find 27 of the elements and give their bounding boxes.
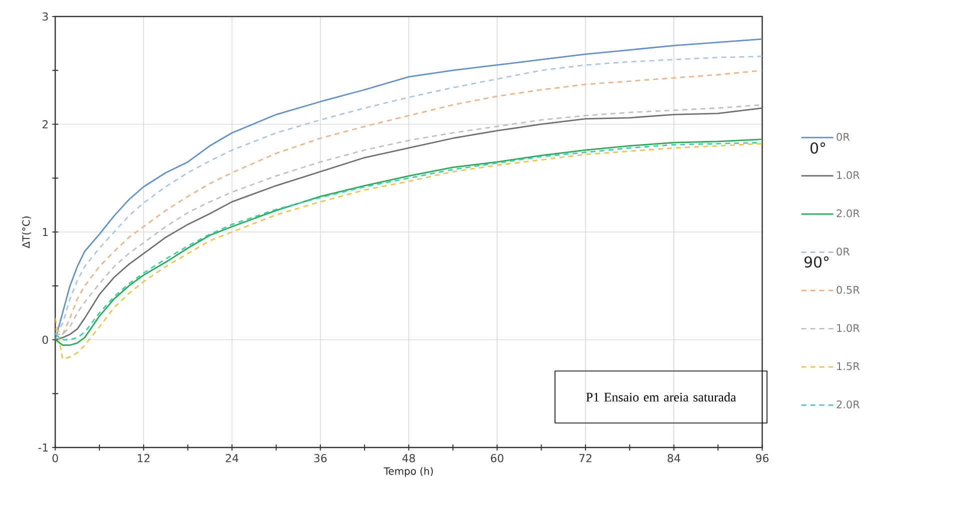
legend-label: 1.0R [837,171,860,180]
text: 90° [804,256,829,268]
x-tick-label: 12 [138,454,150,462]
x-axis-title: Tempo (h) [384,467,433,477]
legend-label: 0R [836,248,850,256]
x-tick-label: 48 [402,454,415,462]
x-tick-label: 24 [226,454,238,462]
legend-label: 0.5R [836,286,860,294]
y-tick-label: 0 [42,336,48,344]
text: 0° [810,142,826,154]
legend-label: 2.0R [836,400,860,408]
y-tick-label: 1 [42,228,48,236]
x-tick-label: 60 [490,454,504,462]
x-tick-label: 0 [52,454,58,462]
annotation: P1 Ensaio em areia saturada [586,392,736,402]
x-tick-label: 96 [756,454,769,462]
x-tick-label: 72 [579,454,592,462]
x-tick-label: 84 [668,454,680,462]
legend-label: 1.5R [837,362,860,370]
x-tick-label: 36 [314,454,327,462]
y-tick-label: 2 [42,120,48,128]
legend-label: 1.0R [837,324,860,332]
legend-label: 2.0R [836,209,860,218]
legend-label: 0R [836,132,850,141]
y-tick-label: 3 [42,12,48,21]
y-tick-label: -1 [38,443,48,452]
y-axis-title: ΔT(°C) [22,216,31,248]
